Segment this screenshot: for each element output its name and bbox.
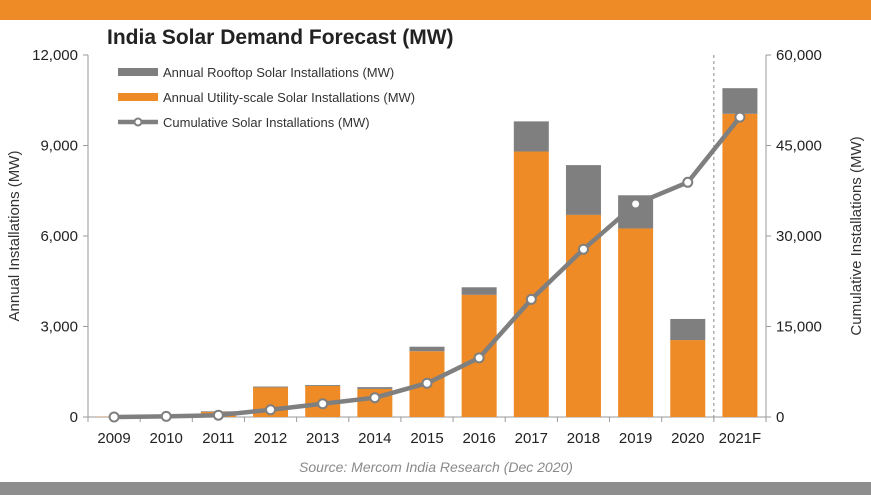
cumulative-point [265, 404, 277, 416]
plot-area: 0 3,000 6,000 9,000 12,000 0 15,000 30,000 45,00… [6, 47, 865, 447]
cumulative-point [734, 111, 746, 123]
bar-rooftop [357, 387, 393, 389]
legend-swatch-utility [118, 93, 158, 101]
right-tick-label: 15,000 [776, 319, 822, 336]
bar-rooftop [305, 385, 341, 386]
cumulative-point [160, 410, 172, 422]
left-tick-label: 12,000 [32, 47, 78, 64]
right-tick-label: 0 [776, 409, 784, 426]
bar-rooftop [565, 165, 601, 215]
legend: Annual Rooftop Solar Installations (MW) A… [118, 65, 415, 130]
bar-utility-scale [722, 113, 758, 417]
bar-rooftop [722, 88, 758, 114]
cumulative-point [630, 198, 642, 210]
bottom-accent-band [0, 482, 871, 495]
right-tick-label: 60,000 [776, 47, 822, 64]
bar-utility-scale [618, 228, 654, 417]
left-tick-label: 6,000 [40, 228, 78, 245]
x-tick-label: 2014 [358, 430, 391, 447]
x-tick-label: 2012 [254, 430, 287, 447]
x-tick-label: 2013 [306, 430, 339, 447]
x-tick-label: 2018 [567, 430, 600, 447]
top-accent-band [0, 0, 871, 20]
x-tick-label: 2017 [515, 430, 548, 447]
cumulative-point [525, 293, 537, 305]
x-tick-label: 2021F [719, 430, 762, 447]
bar-rooftop [461, 287, 497, 295]
x-tick-label: 2015 [410, 430, 443, 447]
x-tick-label: 2019 [619, 430, 652, 447]
cumulative-point [108, 411, 120, 423]
cumulative-point [421, 377, 433, 389]
left-tick-label: 3,000 [40, 319, 78, 336]
left-tick-label: 9,000 [40, 138, 78, 155]
bar-rooftop [409, 346, 445, 352]
cumulative-point [682, 176, 694, 188]
legend-swatch-cumulative-marker [133, 117, 143, 127]
bar-utility-scale [670, 340, 706, 417]
x-tick-label: 2011 [202, 430, 234, 447]
right-tick-label: 45,000 [776, 138, 822, 155]
bar-rooftop [670, 318, 706, 341]
x-tick-label: 2020 [671, 430, 704, 447]
cumulative-point [473, 352, 485, 364]
x-tick-label: 2009 [97, 430, 130, 447]
y-axis-title-right: Cumulative Installations (MW) [848, 136, 865, 335]
cumulative-point [577, 243, 589, 255]
left-tick-label: 0 [70, 409, 78, 426]
chart-title: India Solar Demand Forecast (MW) [107, 26, 454, 49]
cumulative-point [369, 392, 381, 404]
bar-rooftop [253, 386, 289, 388]
legend-label: Annual Utility-scale Solar Installations… [163, 90, 415, 105]
cumulative-point [317, 398, 329, 410]
cumulative-point [212, 409, 224, 421]
right-tick-label: 30,000 [776, 228, 822, 245]
x-tick-label: 2016 [462, 430, 495, 447]
x-tick-label: 2010 [150, 430, 183, 447]
legend-swatch-rooftop [118, 68, 158, 76]
source-note: Source: Mercom India Research (Dec 2020) [299, 459, 573, 475]
bar-rooftop [513, 121, 549, 152]
bar-utility-scale [513, 151, 549, 418]
legend-label: Annual Rooftop Solar Installations (MW) [163, 65, 394, 80]
legend-label: Cumulative Solar Installations (MW) [163, 115, 370, 130]
y-axis-title-left: Annual Installations (MW) [6, 151, 23, 322]
